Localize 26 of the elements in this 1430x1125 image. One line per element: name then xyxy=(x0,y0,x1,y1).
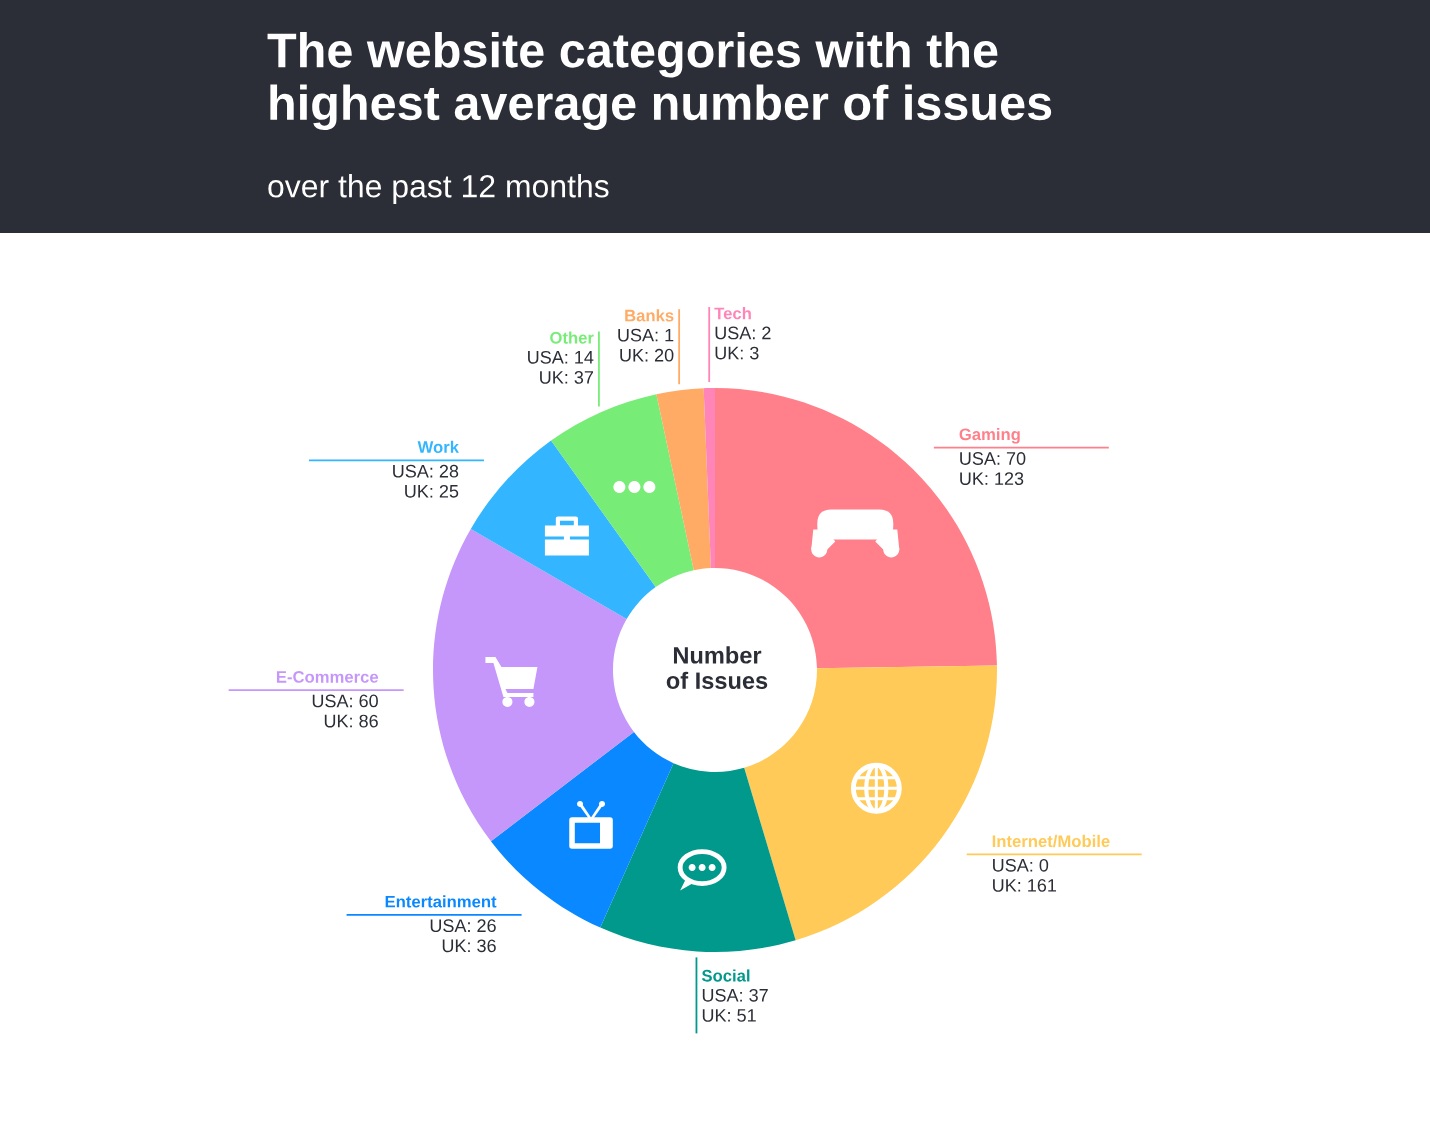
data-label: USA: 28 UK: 25 xyxy=(393,464,459,498)
data-label: USA: 0 UK: 161 xyxy=(993,858,1057,892)
donut-slice xyxy=(656,388,711,571)
data-label: USA: 60 UK: 86 xyxy=(312,694,378,728)
donut-slice xyxy=(551,394,694,587)
slice-label: Tech xyxy=(714,307,751,320)
slice-label: Social xyxy=(701,969,750,982)
data-label: USA: 70 UK: 123 xyxy=(960,452,1026,485)
data-label: USA: 2 UK: 3 xyxy=(715,326,771,360)
chart-subtitle: over the past 12 months xyxy=(268,174,609,204)
slice-label: Banks xyxy=(625,309,674,322)
slice-label: Internet/Mobile xyxy=(992,834,1110,848)
text: Number of Issues xyxy=(666,646,768,690)
data-label: USA: 26 UK: 36 xyxy=(430,919,496,953)
data-label: USA: 14 UK: 37 xyxy=(528,350,594,384)
slice-label: Entertainment xyxy=(385,895,497,908)
slice-label: Work xyxy=(417,440,459,453)
data-label: USA: 37 UK: 51 xyxy=(702,988,768,1022)
donut-slice xyxy=(433,529,634,842)
slice-label: Gaming xyxy=(959,428,1020,444)
chart-title: The website categories with the highest average number of issues xyxy=(267,32,1052,131)
donut-slice xyxy=(600,763,796,952)
donut-slice xyxy=(703,388,715,569)
data-label: USA: 1 UK: 20 xyxy=(618,328,674,362)
slice-label: Other xyxy=(550,331,594,344)
slice-label: E-Commerce xyxy=(276,671,379,683)
